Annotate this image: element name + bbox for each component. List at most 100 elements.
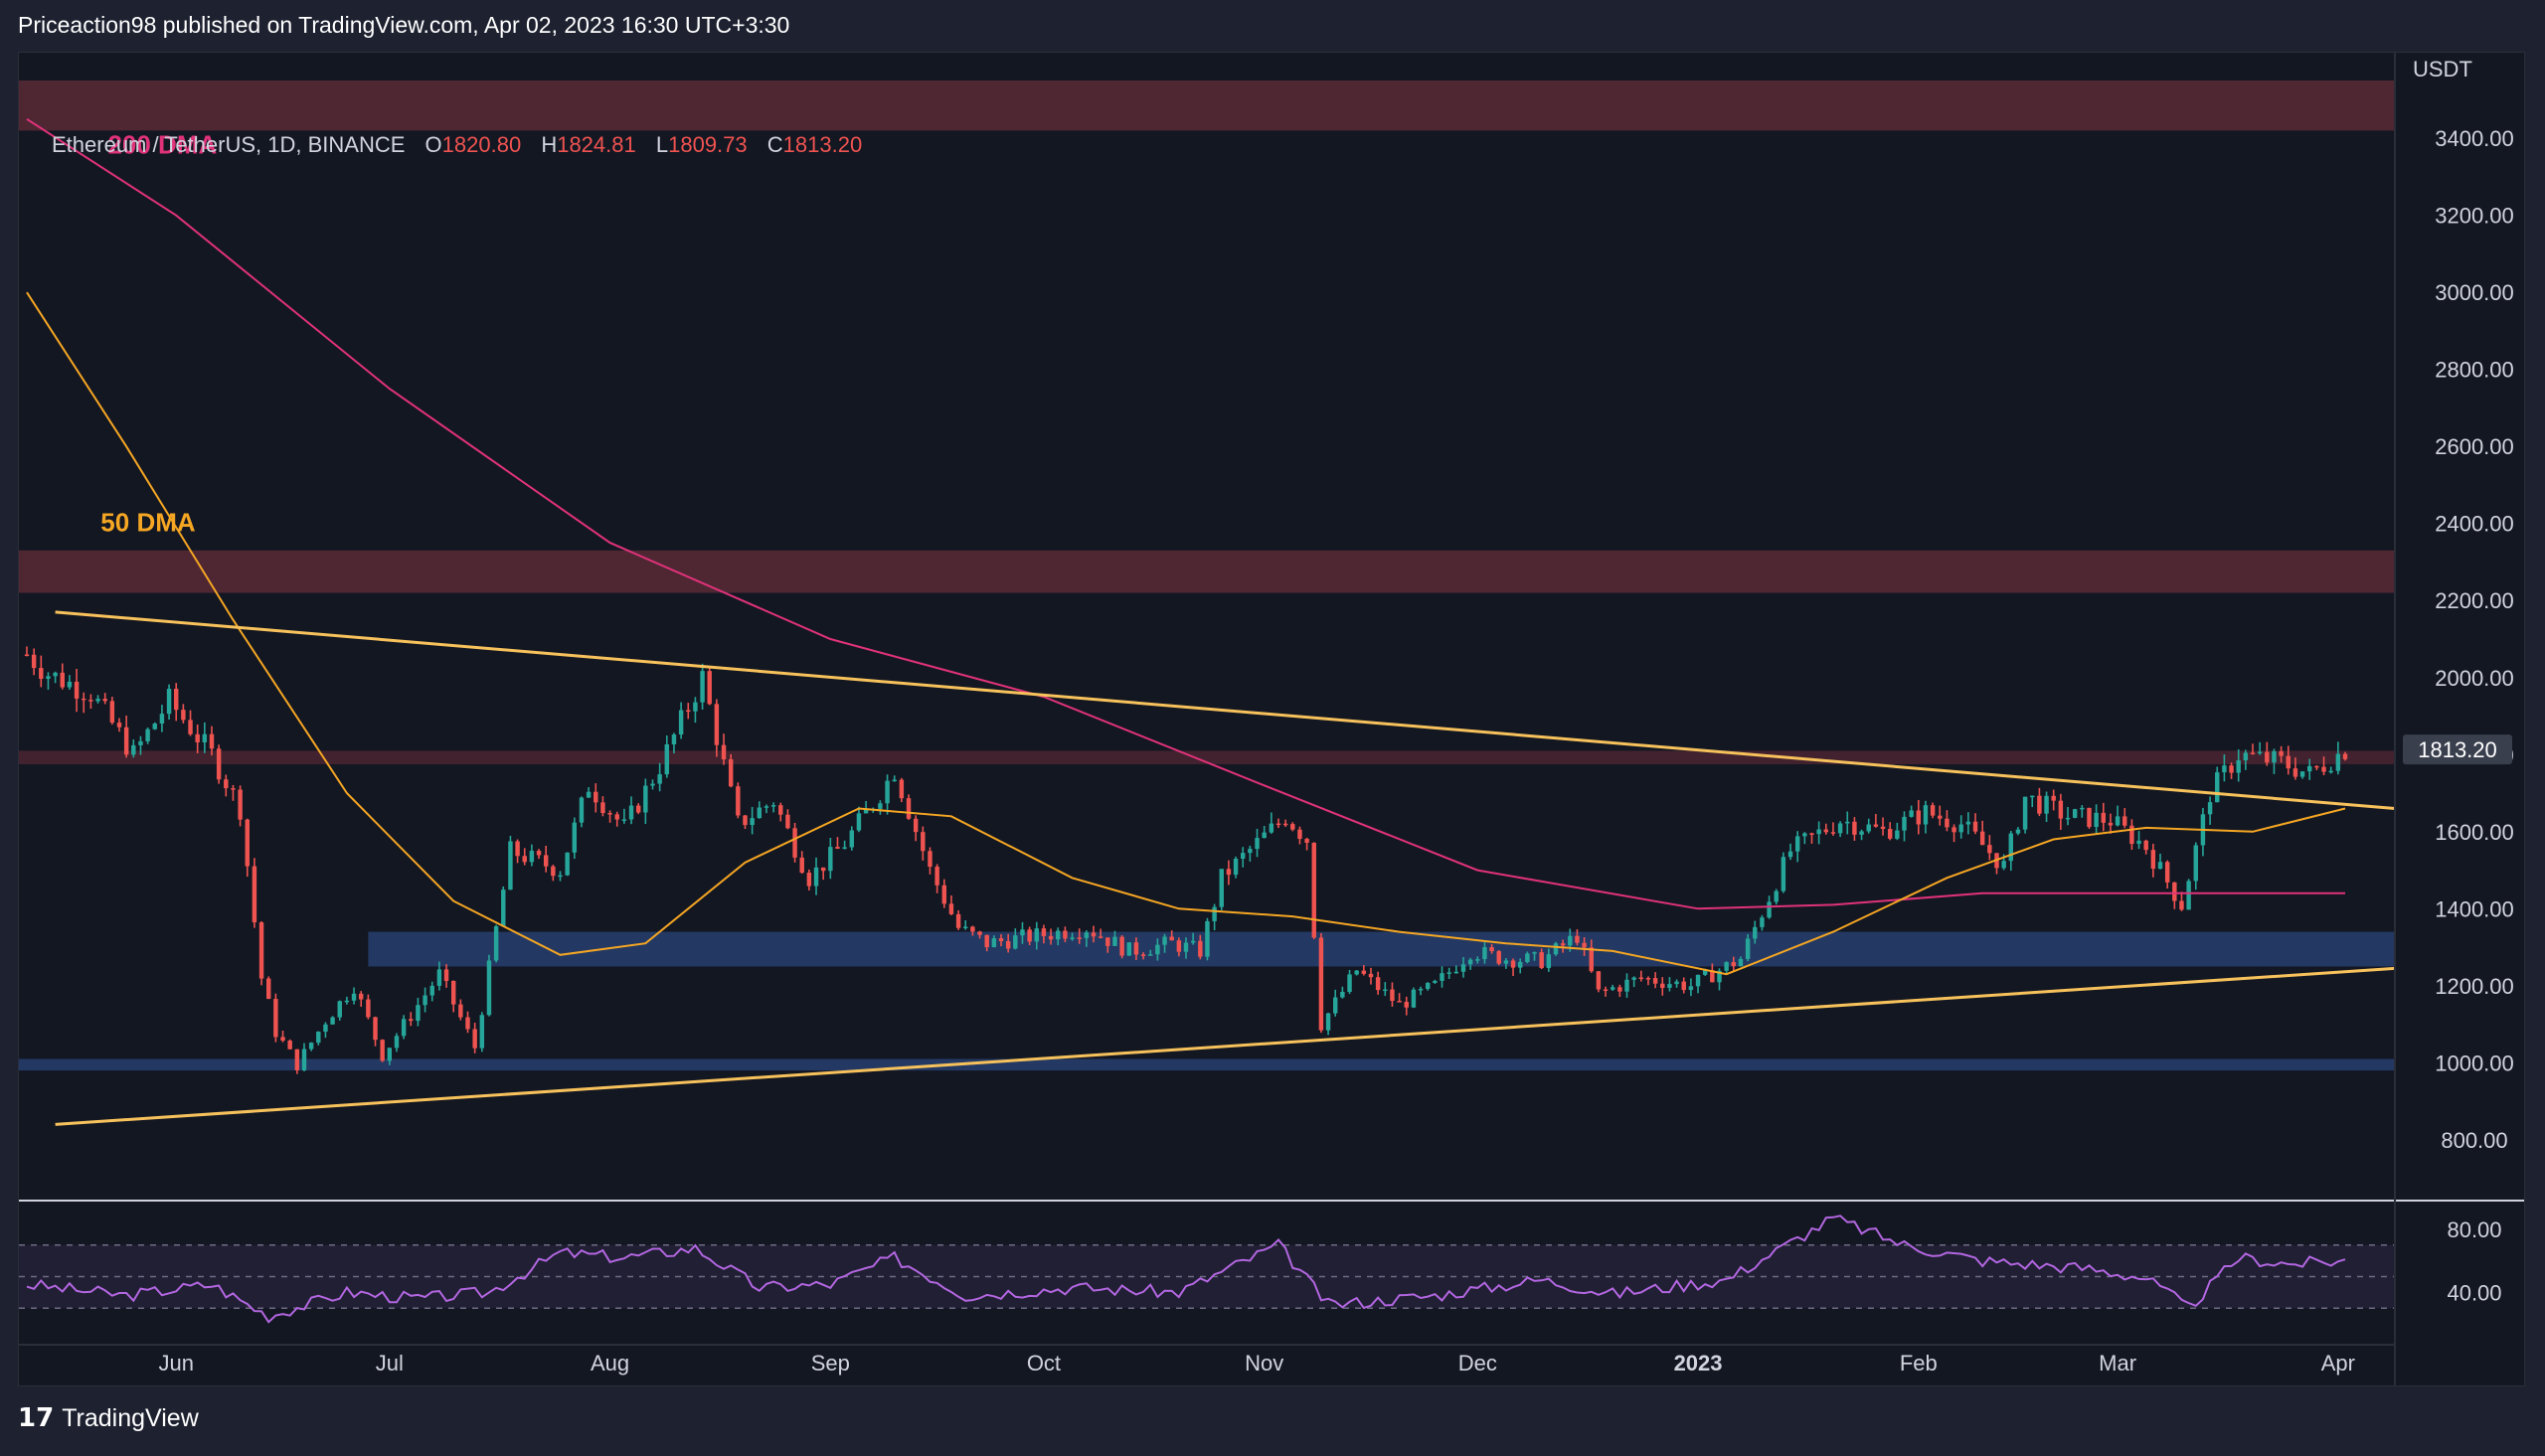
candle-body [258, 922, 264, 979]
candle-body [1482, 947, 1487, 960]
candle-body [24, 654, 30, 657]
ohlc-legend: Ethereum / TetherUS, 1D, BINANCE O1820.8… [52, 132, 862, 158]
candle-body [252, 866, 257, 923]
rsi-line [26, 1214, 2346, 1324]
candle-body [984, 934, 989, 948]
candle-body [849, 830, 855, 848]
candle-body [2292, 768, 2298, 777]
candle-body [216, 748, 222, 780]
candle-body [1731, 962, 1737, 967]
open-value: 1820.80 [441, 132, 522, 157]
candle-body [1945, 818, 1950, 828]
candle-body [387, 1048, 393, 1061]
candle-body [366, 999, 371, 1018]
high-label: H [541, 132, 558, 157]
candle-body [856, 813, 862, 831]
candle-body [1311, 842, 1316, 938]
candle-body [1794, 836, 1800, 852]
last-price-box [2403, 734, 2512, 765]
candle-body [1241, 853, 1246, 859]
candle-body [1638, 977, 1644, 980]
candle-body [813, 867, 819, 887]
candle-body [2272, 750, 2277, 763]
ma50-label: 50 DMA [100, 507, 196, 537]
candle-body [2136, 840, 2141, 845]
candle-body [757, 807, 763, 819]
candle-body [1830, 832, 1836, 834]
candle-body [95, 699, 100, 702]
candle-body [664, 743, 670, 775]
candle-body [842, 847, 847, 849]
candle-body [707, 671, 712, 705]
candle-body [1652, 978, 1658, 984]
candle-body [1056, 930, 1061, 940]
candle-body [991, 938, 997, 948]
candle-body [166, 689, 172, 715]
candle-body [607, 813, 612, 815]
symbol-label: Ethereum / TetherUS, 1D, BINANCE [52, 132, 406, 157]
candle-body [2179, 900, 2184, 910]
candle-body [1745, 938, 1751, 959]
candle-body [159, 714, 165, 724]
candle-body [53, 672, 58, 677]
candle-body [2087, 807, 2092, 827]
resistance-zone-1800 [19, 750, 2395, 764]
candle-body [2157, 862, 2163, 870]
x-tick-label: Aug [591, 1351, 629, 1375]
candle-body [1710, 970, 1715, 983]
candle-body [1027, 929, 1032, 942]
candle-body [472, 1029, 477, 1049]
candle-body [536, 851, 542, 856]
candle-body [1190, 940, 1196, 943]
y-tick-label: 1200.00 [2435, 974, 2514, 999]
x-tick-label: 2023 [1674, 1351, 1723, 1375]
candle-body [508, 841, 513, 890]
candle-body [1923, 805, 1929, 825]
candle-body [586, 791, 592, 798]
candle-body [1760, 917, 1765, 927]
candle-body [1596, 971, 1602, 990]
candle-body [1979, 831, 1985, 846]
candle-body [2250, 752, 2256, 754]
candle-body [2008, 833, 2014, 862]
candle-body [963, 926, 968, 928]
candle-body [650, 783, 655, 786]
candle-body [1460, 964, 1466, 972]
candle-body [1852, 821, 1857, 835]
candle-body [1987, 845, 1992, 854]
candle-body [423, 995, 427, 1006]
candle-body [1318, 937, 1324, 1031]
candle-body [1887, 829, 1893, 839]
candle-body [558, 875, 563, 878]
candle-body [429, 985, 434, 996]
candle-body [273, 999, 278, 1038]
y-tick-label: 2000.00 [2435, 666, 2514, 691]
candle-body [2065, 817, 2071, 820]
candle-body [1183, 942, 1189, 952]
candle-body [1404, 1001, 1409, 1008]
candle-body [2108, 822, 2114, 826]
x-tick-label: Jul [376, 1351, 404, 1375]
candle-body [1425, 982, 1431, 990]
candle-body [1859, 831, 1864, 835]
candle-body [600, 802, 605, 814]
candle-body [1325, 1013, 1331, 1031]
candle-body [1133, 942, 1139, 955]
close-label: C [766, 132, 783, 157]
candle-body [899, 779, 905, 799]
candle-body [1375, 977, 1381, 991]
candle-body [1688, 986, 1694, 991]
candle-body [1162, 936, 1167, 945]
candle-body [152, 723, 157, 729]
candle-body [892, 779, 897, 782]
chart-frame[interactable]: 200 DMA 50 DMA 80.00 40.00 3400.00 3200.00 3… [18, 52, 2525, 1386]
candle-body [2299, 771, 2305, 777]
candle-body [1148, 954, 1153, 956]
candle-body [921, 832, 926, 852]
candle-body [1126, 942, 1131, 956]
candle-body [1219, 869, 1224, 907]
candle-body [1930, 805, 1936, 816]
candle-body [693, 702, 698, 712]
candle-body [301, 1049, 307, 1070]
